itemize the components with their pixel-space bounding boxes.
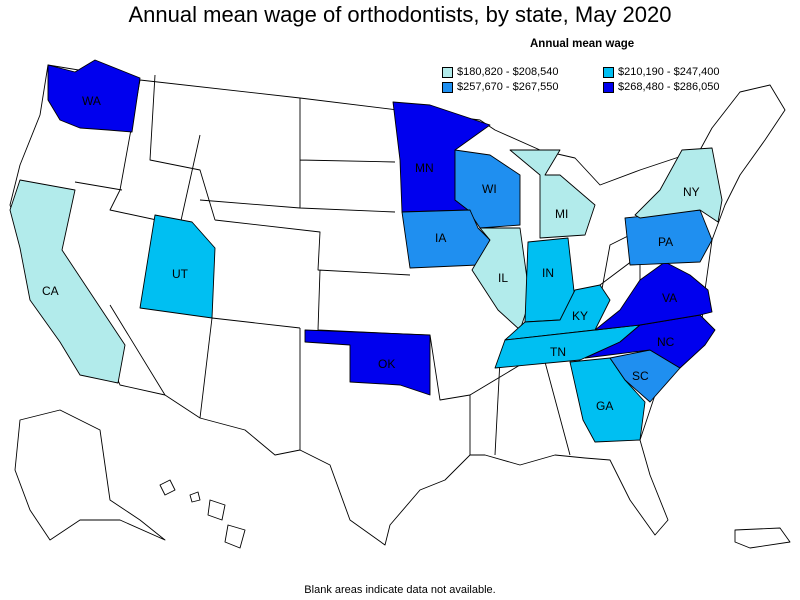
state-wa	[47, 59, 141, 133]
label-wa: WA	[82, 94, 101, 108]
state-hi	[159, 479, 246, 549]
state-wi	[454, 149, 521, 229]
label-va: VA	[662, 291, 677, 305]
legend-title: Annual mean wage	[530, 38, 635, 50]
label-il: IL	[498, 271, 508, 285]
map-title: Annual mean wage of orthodontists, by st…	[128, 2, 672, 27]
label-sc: SC	[632, 369, 649, 383]
state-ak	[14, 409, 166, 541]
label-ut: UT	[172, 267, 189, 281]
label-mi: MI	[555, 207, 568, 221]
state-ut	[139, 214, 216, 319]
state-sc	[609, 349, 681, 403]
legend-swatch	[442, 66, 453, 78]
legend-item: $257,670 - $267,550	[442, 81, 559, 93]
label-tn: TN	[550, 345, 566, 359]
legend-swatch	[603, 66, 614, 78]
legend-label: $257,670 - $267,550	[457, 81, 559, 93]
legend-item: $180,820 - $208,540	[442, 66, 559, 78]
legend-label: $268,480 - $286,050	[618, 81, 720, 93]
state-il	[471, 227, 531, 331]
legend-label: $210,190 - $247,400	[618, 66, 720, 78]
legend-label: $180,820 - $208,540	[457, 66, 559, 78]
label-ok: OK	[378, 357, 395, 371]
state-mi	[509, 149, 596, 239]
state-va	[594, 261, 713, 331]
footnote: Blank areas indicate data not available.	[304, 584, 496, 596]
label-ky: KY	[572, 309, 588, 323]
label-mn: MN	[415, 161, 434, 175]
label-pa: PA	[658, 235, 673, 249]
legend-item: $210,190 - $247,400	[603, 66, 720, 78]
label-ca: CA	[42, 284, 59, 298]
label-wi: WI	[482, 182, 497, 196]
state-ny	[634, 147, 723, 223]
legend-swatch	[603, 81, 614, 93]
legend-swatch	[442, 81, 453, 93]
label-ia: IA	[435, 231, 446, 245]
label-in: IN	[542, 266, 554, 280]
state-ok	[304, 329, 431, 396]
legend-item: $268,480 - $286,050	[603, 81, 720, 93]
state-ca	[9, 179, 126, 384]
territory-pr	[734, 527, 791, 549]
state-nc	[584, 314, 716, 369]
label-ga: GA	[596, 399, 613, 413]
label-ny: NY	[683, 185, 700, 199]
label-nc: NC	[657, 335, 675, 349]
